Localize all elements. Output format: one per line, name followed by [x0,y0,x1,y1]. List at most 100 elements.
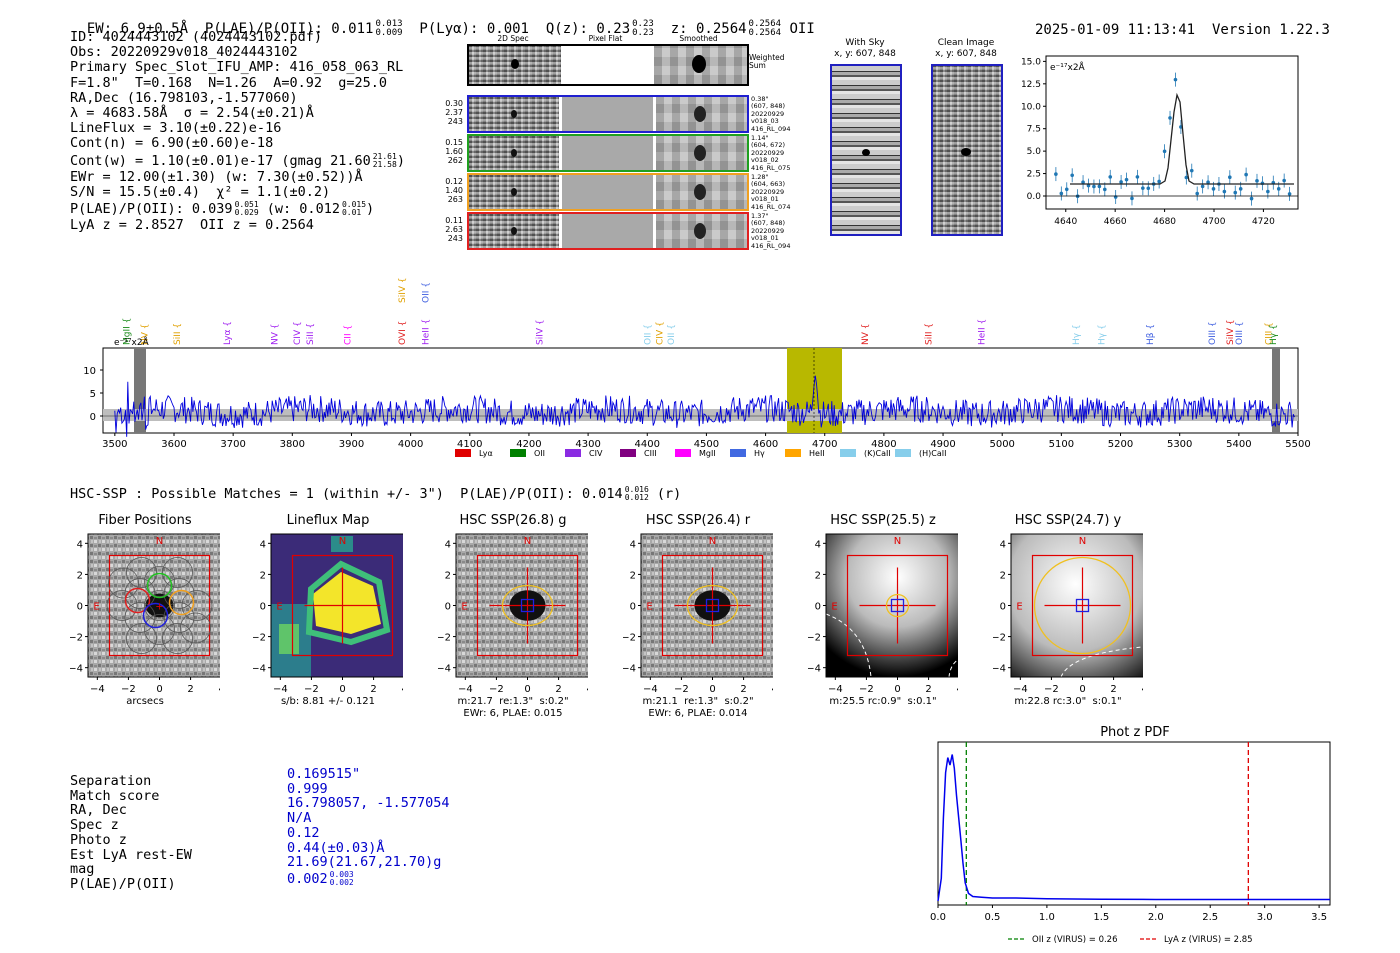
line-fit-point [1200,184,1205,189]
header-qz-sub: 0.23 [632,28,654,38]
line-fit-model [1070,92,1294,185]
hsc-panel-plot: N E +4 2 0 −2 −4 −4 −2 0 2 4 [70,533,220,695]
spec2d-row-smoothed [656,97,748,131]
line-fit-point [1162,149,1167,154]
hsc-ytick-label: 4 [815,539,821,550]
photz-xtick-label: 2.0 [1148,912,1164,923]
header-z: z: 0.2564 [670,21,747,37]
spec2d-panel: 2D Spec Pixel Flat Smoothed Weighted Sum… [445,34,790,250]
hsc-ytick-label: −2 [623,633,636,644]
search-box [846,554,949,657]
east-label: E [461,602,467,613]
aperture-ellipse [501,584,554,627]
info-cont-w: Cont(w) = 1.10(±0.01)e-17 (gmag 21.60 21.… [70,152,405,170]
spec2d-row-flat [559,136,657,170]
spec2d-row-flat [559,97,657,131]
spec2d-row-stats: 0.11 2.63 243 [445,216,463,243]
photz-xtick-label: 2.5 [1202,912,1218,923]
line-fit-ytick-label: 7.5 [1027,125,1041,135]
aperture-ellipse [1033,556,1132,655]
hsc-ytick-label: 2 [260,570,266,581]
spectrum-line-label: HeII { [421,319,431,345]
search-box [108,554,211,657]
spectrum-line-label: HeII { [978,319,988,345]
hsc-xtick-label: −2 [674,684,689,695]
hsc-ytick-label: −4 [623,664,636,675]
line-fit-point [1244,172,1248,177]
spectrum-line-label: NV { [140,324,150,345]
legend-swatch [730,449,746,457]
photz-legend-label: OII z (VIRUS) = 0.26 [1032,935,1118,945]
hsc-ytick-label: 0 [445,602,451,613]
hsc-panel-plot: N E 4 2 0 −2 −4 −4 −2 0 2 4 [623,533,773,695]
spec2d-row [467,95,749,133]
line-fit-point [1189,168,1194,173]
line-fit-point [1157,179,1161,184]
hsc-ytick-label: −2 [70,633,83,644]
col-title-pixelflat: Pixel Flat [588,34,623,43]
hsc-panel: HSC SSP(24.7) y N E 4 2 0 −2 −4 −4 −2 0 2 4 m:22.8 rc… [993,510,1143,725]
line-fit-point [1124,177,1129,182]
hsc-ytick-label: −4 [253,664,266,675]
hsc-xtick-label: 0 [339,684,345,695]
hsc-xtick-label: 0 [1079,684,1085,695]
spectrum-line-label: OII { [421,282,431,303]
hsc-panel-title: HSC SSP(26.8) g [459,513,567,528]
hsc-xtick-label: 2 [187,684,193,695]
col-title-2dspec: 2D Spec [497,34,529,43]
full-spectrum-line-labels: MgII {NV {SiII {Lyα {NV {CIV {SiII {CII … [123,277,1279,345]
spectrum-line-label: CIII { [1264,322,1274,345]
spectrum-line-label: SiII { [924,323,934,345]
full-spectrum-legend: Lyα OII CIV CIII MgII Hγ HeII (K)CaII (H)CaII [455,449,946,458]
fiber-circle [144,614,175,645]
line-fit-point [1103,187,1107,192]
spectrum-ytick-label: 10 [83,366,96,377]
line-fit-yticks: 15.0 12.5 10.0 7.5 5.0 2.5 0.0 [1021,57,1046,202]
fiber-blue [142,602,169,629]
spec2d-row-2dspec [469,136,560,170]
hsc-xtick-label: 4 [401,684,403,695]
header-plae: P(LAE)/P(OII): 0.011 [204,21,374,37]
weighted-sum-row [467,44,749,86]
match-value-mag: 21.69(21.67,21.70)g [287,854,442,871]
hsc-xtick-label: 2 [1110,684,1116,695]
spectrum-line-label: CIV { [293,321,303,345]
legend-label: MgII [699,449,716,458]
hsc-panel-caption: arcsecs [126,696,164,707]
spectrum-line-label: NV { [861,324,871,345]
line-fit-point [1266,189,1270,194]
spec2d-row-meta: 1.14" (604, 672) 20220929 v018_02 416_RL… [751,134,791,172]
info-lya-z: LyA z = 2.8527 OII z = 0.2564 [70,217,314,234]
line-fit-point [1086,183,1091,188]
spectrum-line-label: Hγ { [1098,324,1108,345]
info-cont-w-text: Cont(w) = 1.10(±0.01)e-17 (gmag 21.60 [70,152,371,169]
match-label-specz: Spec z [70,817,119,834]
line-fit-point [1211,187,1216,191]
line-fit-point [1146,186,1151,191]
full-spectrum-xticks: 3500 3600 3700 3800 3900 4000 4100 4200 4300 4400… [102,433,1311,450]
match-value-specz: N/A [287,810,312,827]
fiber-circle [124,578,156,609]
spec2d-row-meta: 1.37" (607, 848) 20220929 v018_01 416_RL… [751,212,791,250]
hsc-xtick-label: −4 [828,684,843,695]
fiber-circle [126,557,157,588]
spectrum-xtick-label: 3700 [220,439,245,450]
fiber-green [146,572,173,599]
line-fit-point [1054,172,1058,176]
line-fit-point [1081,180,1085,184]
search-box [1031,554,1134,657]
line-fit-point [1228,175,1232,180]
hsc-xtick-label: 2 [555,684,561,695]
spectrum-line-label: CII { [343,325,353,345]
fiber-circle [181,590,213,621]
legend-swatch [675,449,691,457]
hsc-panel: HSC SSP(25.5) z N E 4 2 0 −2 −4 −4 −2 0 2 4 m:25.5 rc… [808,510,958,725]
header-ew: EW: 6.9±0.5Å [86,21,189,37]
legend-label: (H)CaII [919,449,946,458]
spectrum-xtick-label: 4300 [575,439,600,450]
hsc-panel-plot: N E 4 2 0 −2 −4 −4 −2 0 2 4 [808,533,958,695]
line-fit-point [1059,191,1064,196]
north-label: N [524,536,531,547]
hsc-panel: HSC SSP(26.4) r N E 4 2 0 −2 −4 −4 −2 0 2 4 m:21.1 re… [623,510,773,725]
line-fit-point [1206,180,1210,185]
